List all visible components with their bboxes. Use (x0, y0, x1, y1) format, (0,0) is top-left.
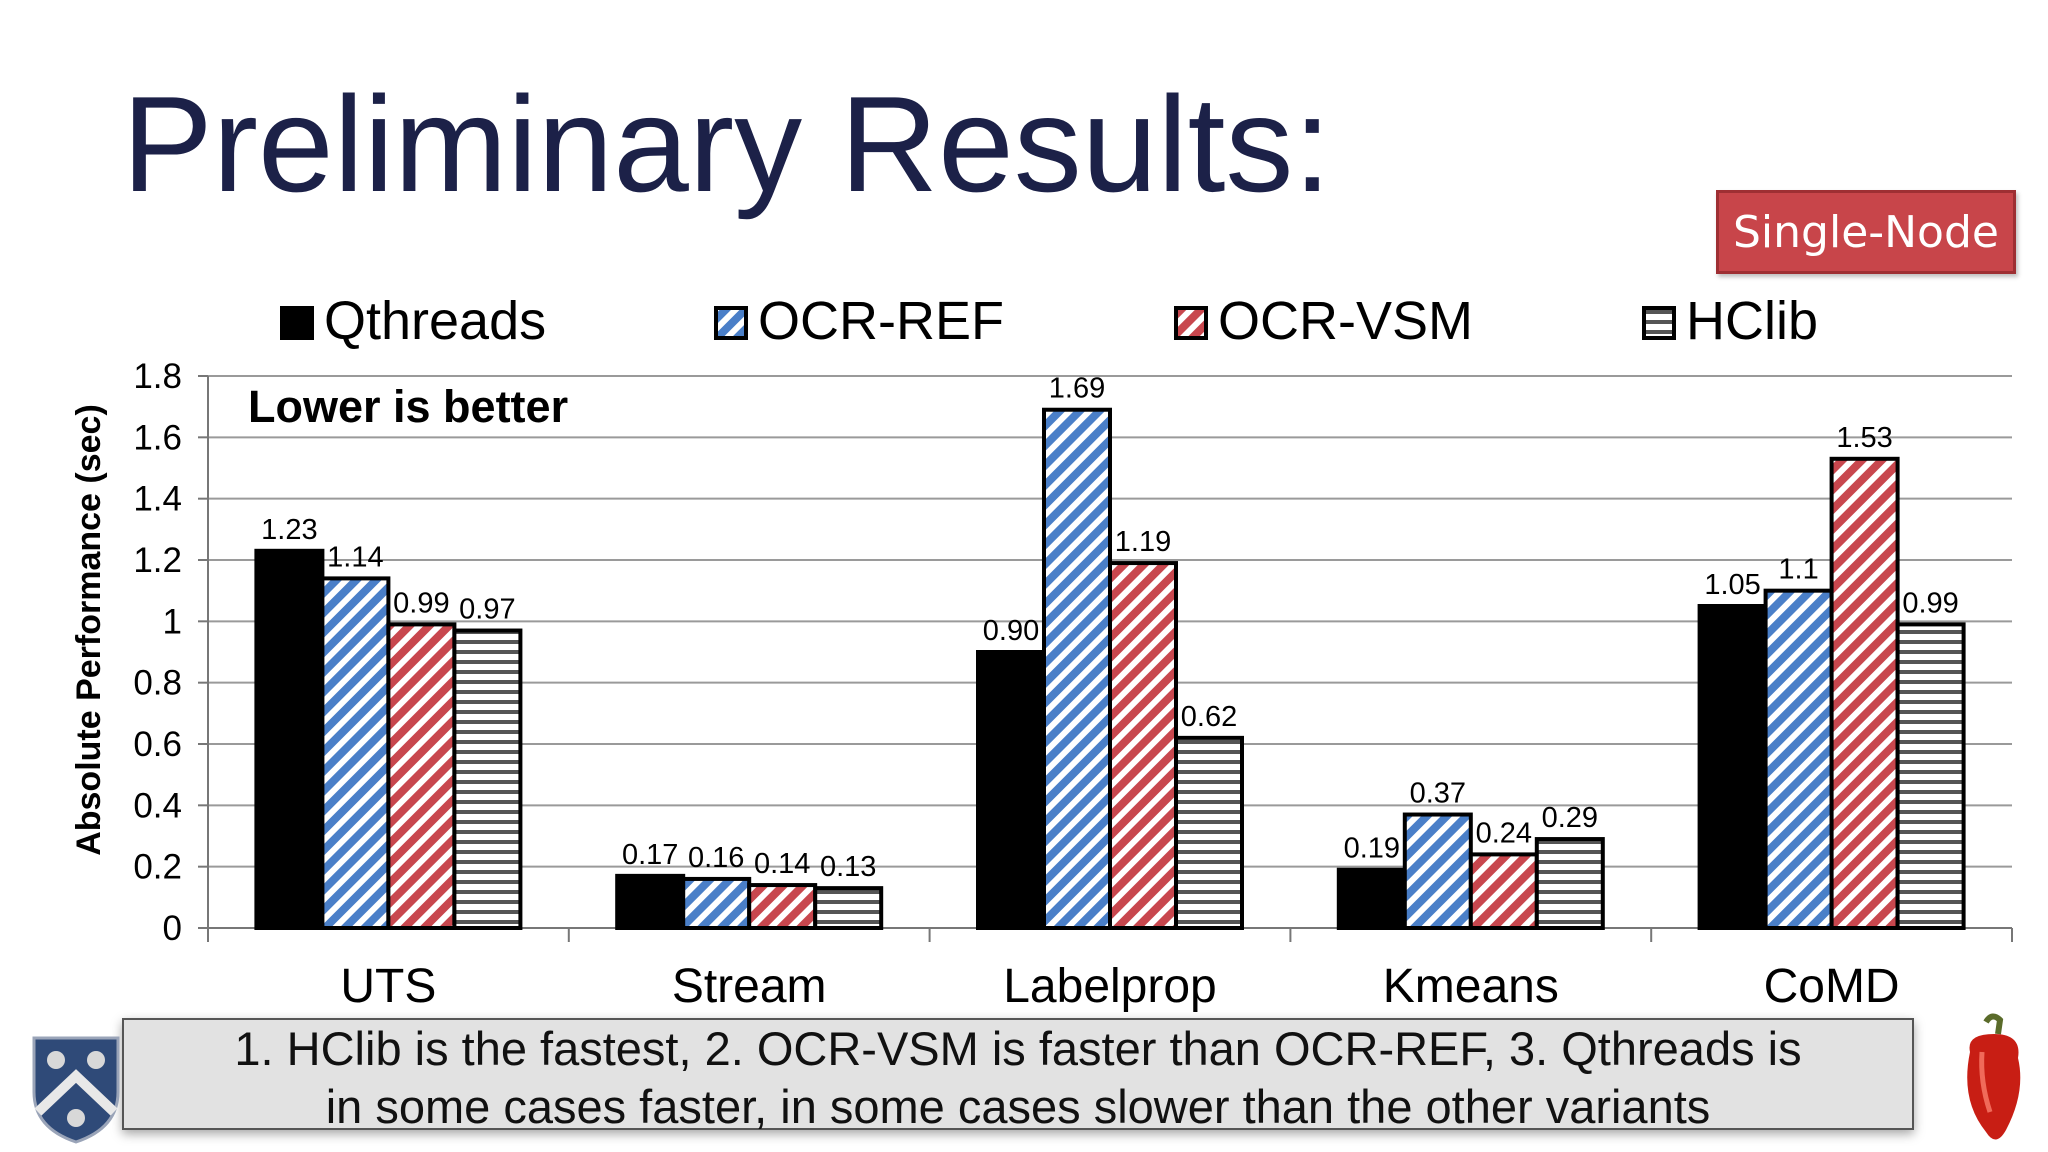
bar-hclib (452, 628, 523, 930)
data-label-ocr-ref: 1.69 (1049, 373, 1105, 405)
data-label-qthreads: 0.19 (1344, 833, 1400, 865)
bar-ocr-ref (1042, 407, 1112, 930)
summary-note-box: 1. HClib is the fastest, 2. OCR-VSM is f… (122, 1018, 1914, 1133)
slide-title: Preliminary Results: (122, 68, 1332, 220)
bar-hclib (1534, 837, 1605, 930)
bar-ocr-ref (320, 576, 391, 931)
bars (254, 407, 1966, 931)
data-label-ocr-ref: 1.14 (327, 541, 383, 573)
pepper-logo (1967, 1013, 2021, 1140)
bar-ocr-ref (1402, 812, 1473, 930)
bar-qthreads (976, 650, 1046, 930)
bar-qthreads (1336, 867, 1407, 931)
y-tick-label: 0.8 (133, 664, 182, 703)
bar-ocr-ref (681, 876, 752, 931)
y-tick-label: 0.6 (133, 725, 182, 764)
bar-qthreads (615, 873, 686, 930)
x-category-label: UTS (340, 960, 436, 1013)
x-category-label: Stream (672, 960, 827, 1013)
data-label-ocr-vsm: 1.19 (1115, 526, 1171, 558)
data-label-hclib: 0.97 (459, 594, 515, 626)
y-tick-label: 1.2 (133, 541, 182, 580)
y-tick-label: 1.4 (133, 480, 182, 519)
summary-note-line-2: in some cases faster, in some cases slow… (325, 1080, 1711, 1133)
legend: Qthreads OCR-REF OCR-VSM HClib (280, 291, 1818, 351)
bar-ocr-vsm (747, 883, 818, 930)
y-axis-title: Absolute Performance (sec) (70, 404, 108, 856)
x-category-label: Labelprop (1003, 960, 1217, 1013)
bar-hclib (813, 886, 884, 931)
legend-swatch-ocr-vsm (1174, 306, 1208, 340)
bar-ocr-vsm (1468, 852, 1539, 931)
x-category-label: CoMD (1764, 960, 1900, 1013)
data-label-ocr-vsm: 0.24 (1476, 817, 1532, 849)
bar-chart: 0 0.2 0.4 0.6 0.8 1 1.2 1.4 1.6 1.8 UTS Stream Label… (70, 291, 2013, 1013)
bar-qthreads (254, 548, 325, 930)
data-labels: 1.23 0.17 0.90 0.19 1.05 1.14 0.16 1.69 0.37 1.1 0… (261, 373, 1959, 883)
bar-ocr-vsm (1108, 561, 1178, 930)
data-label-ocr-ref: 0.16 (688, 842, 744, 874)
bar-ocr-ref (1763, 588, 1834, 931)
legend-label-hclib: HClib (1686, 291, 1818, 351)
y-tick-label: 1.8 (133, 357, 182, 396)
legend-label-ocr-vsm: OCR-VSM (1218, 291, 1473, 351)
data-label-ocr-ref: 0.37 (1410, 778, 1466, 810)
data-label-ocr-ref: 1.1 (1778, 554, 1818, 586)
bar-hclib (1895, 622, 1966, 931)
legend-label-qthreads: Qthreads (324, 291, 546, 351)
data-label-qthreads: 0.17 (622, 839, 678, 871)
data-label-ocr-vsm: 0.99 (393, 587, 449, 619)
y-tick-label: 0.4 (133, 786, 182, 825)
single-node-badge: Single-Node (1716, 190, 2016, 274)
legend-swatch-ocr-ref (714, 306, 748, 340)
bar-ocr-vsm (386, 622, 457, 931)
legend-swatch-qthreads (280, 306, 314, 340)
y-tick-label: 1.6 (133, 418, 182, 457)
axes: 0 0.2 0.4 0.6 0.8 1 1.2 1.4 1.6 1.8 UTS Stream Label… (133, 357, 2013, 1013)
lower-is-better-annotation: Lower is better (248, 381, 568, 432)
data-label-qthreads: 1.23 (261, 514, 317, 546)
data-label-hclib: 0.29 (1542, 802, 1598, 834)
bar-qthreads (1697, 604, 1768, 930)
bar-ocr-vsm (1829, 456, 1900, 930)
bar-hclib (1174, 735, 1244, 930)
summary-note-line-1: 1. HClib is the fastest, 2. OCR-VSM is f… (234, 1022, 1802, 1075)
legend-swatch-hclib (1642, 306, 1676, 340)
legend-label-ocr-ref: OCR-REF (758, 291, 1004, 351)
data-label-ocr-vsm: 0.14 (754, 848, 810, 880)
y-tick-label: 0 (163, 909, 182, 948)
data-label-qthreads: 1.05 (1704, 569, 1760, 601)
y-tick-label: 0.2 (133, 848, 182, 887)
data-label-qthreads: 0.90 (983, 615, 1039, 647)
y-tick-label: 1 (163, 602, 182, 641)
data-label-hclib: 0.13 (820, 851, 876, 883)
university-shield-logo (32, 1036, 120, 1144)
data-label-ocr-vsm: 1.53 (1836, 422, 1892, 454)
data-label-hclib: 0.99 (1902, 587, 1958, 619)
data-label-hclib: 0.62 (1181, 701, 1237, 733)
x-category-label: Kmeans (1383, 960, 1559, 1013)
